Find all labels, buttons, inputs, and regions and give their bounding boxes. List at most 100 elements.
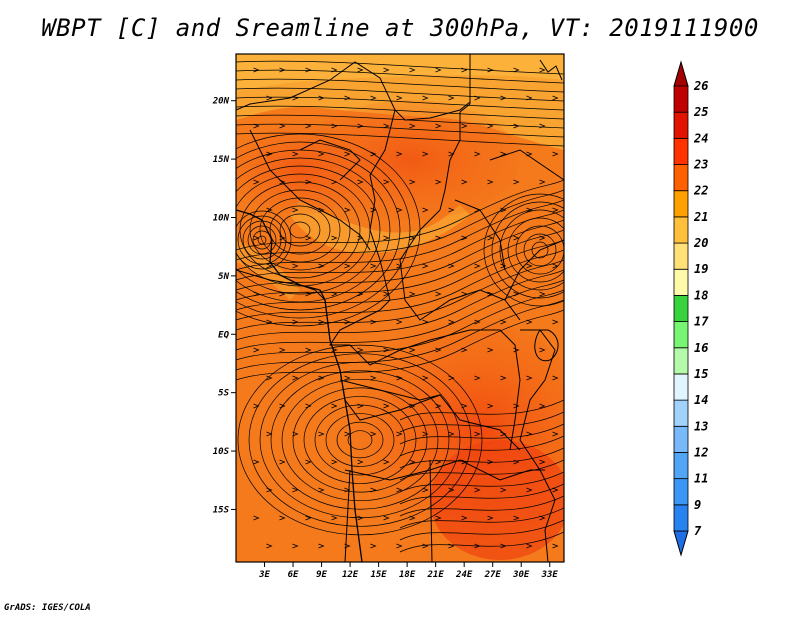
lon-tick-label: 27E (484, 570, 502, 580)
axis-ticks: 20N 15N 10N 5N EQ 5S 10S 15S 3E 6E 9E 12E 15E 18E 21E 2… (212, 97, 559, 580)
streamline (399, 507, 564, 529)
streamline-arrow (331, 515, 338, 521)
lat-tick-label: 20N (212, 97, 230, 107)
streamline (399, 495, 564, 517)
streamline-arrow (461, 179, 468, 185)
streamline (507, 217, 564, 283)
streamline-arrow (422, 431, 429, 437)
colorbar-label: 24 (693, 131, 708, 145)
streamline-arrow (370, 207, 377, 213)
streamline-arrow (396, 431, 403, 437)
streamline-arrow (396, 207, 403, 213)
map-title: WBPT [C] and Sreamline at 300hPa, VT: 20… (41, 14, 759, 42)
lon-tick-label: 24E (455, 570, 473, 580)
lat-tick-label: 15N (213, 155, 230, 165)
colorbar-label: 17 (694, 315, 709, 329)
streamline-arrow (513, 179, 520, 185)
streamline-arrow (513, 123, 520, 129)
colorbar: 7 9 11 12 13 14 15 16 17 18 19 20 21 22 23 24 25 26 (673, 60, 709, 557)
colorbar-over-arrow (673, 60, 689, 87)
streamline-arrow (487, 403, 494, 409)
streamline-arrow (539, 515, 546, 521)
colorbar-segment (673, 504, 689, 532)
streamline-arrow (448, 263, 455, 269)
streamline-arrow (566, 516, 571, 520)
streamline-arrow (344, 375, 351, 381)
streamline-arrow (566, 292, 571, 296)
streamline-arrow (344, 263, 351, 269)
streamline (236, 229, 564, 301)
streamline-arrow (370, 375, 377, 381)
streamline-arrow (539, 235, 546, 241)
streamline-arrow (422, 263, 429, 269)
streamline (303, 396, 417, 484)
streamline-arrow (383, 235, 390, 241)
streamline-arrow (383, 459, 390, 465)
colorbar-under-arrow (673, 530, 689, 557)
streamline-arrow (579, 208, 584, 212)
streamline-arrow (435, 403, 442, 409)
streamline (236, 149, 401, 311)
streamline-arrow (552, 487, 559, 493)
colorbar-label: 13 (694, 419, 708, 433)
streamline (491, 201, 564, 299)
streamline-arrow (344, 319, 351, 325)
streamline (236, 189, 564, 261)
colorbar-label: 11 (694, 472, 708, 486)
streamline-arrow (566, 348, 571, 352)
footer-credit: GrADS: IGES/COLA (4, 603, 91, 613)
streamline (236, 210, 292, 270)
streamline-arrow (435, 123, 442, 129)
streamline-arrow (487, 459, 494, 465)
streamline-arrow (305, 403, 312, 409)
streamline-arrow (331, 291, 338, 297)
streamline-arrow (487, 67, 494, 73)
streamline (483, 193, 564, 307)
colorbar-segment (673, 216, 689, 244)
streamline-arrow (409, 403, 416, 409)
streamline-arrow (357, 67, 364, 73)
streamline-arrow (526, 431, 533, 437)
streamline-arrow (370, 319, 377, 325)
streamline-arrow (331, 403, 338, 409)
streamline-arrow (357, 347, 364, 353)
streamline-arrow (552, 543, 559, 549)
lon-tick-label: 12E (342, 570, 359, 580)
streamline (399, 483, 564, 505)
streamline-arrow (422, 487, 429, 493)
streamline-arrow (292, 207, 299, 213)
streamline-arrow (513, 515, 520, 521)
streamline-arrow (526, 487, 533, 493)
streamline-arrow (552, 431, 559, 437)
colorbar-segment (673, 321, 689, 349)
streamline-arrow (253, 291, 260, 297)
streamline-arrow (487, 291, 494, 297)
streamline-arrow (461, 515, 468, 521)
streamline (236, 87, 564, 102)
streamline-arrow (435, 347, 442, 353)
streamline-arrow (370, 543, 377, 549)
colorbar-segment (673, 425, 689, 453)
streamline-arrow (448, 487, 455, 493)
colorbar-label: 20 (693, 236, 708, 250)
streamline (523, 233, 557, 267)
wbpt-shading (236, 54, 564, 562)
streamline-arrow (539, 291, 546, 297)
streamline-arrow (461, 123, 468, 129)
streamline-arrow (435, 67, 442, 73)
streamline (236, 249, 564, 321)
streamline-arrow (422, 207, 429, 213)
streamline-arrow (370, 487, 377, 493)
streamline-arrow (383, 67, 390, 73)
streamline-arrow (500, 95, 507, 101)
streamline-arrow (487, 515, 494, 521)
streamline-arrow (318, 207, 325, 213)
streamline (236, 141, 411, 319)
streamline (289, 221, 311, 239)
streamline-arrow (305, 291, 312, 297)
streamline-arrow (318, 543, 325, 549)
colorbar-segment (673, 242, 689, 270)
streamline (248, 353, 472, 527)
streamline-arrow (344, 151, 351, 157)
streamline-arrow (266, 543, 273, 549)
